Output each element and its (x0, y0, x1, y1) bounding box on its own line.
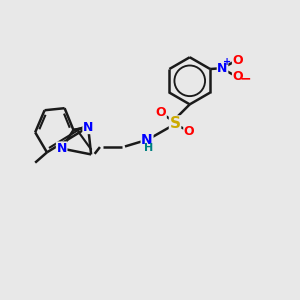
Text: S: S (169, 116, 181, 131)
Text: O: O (156, 106, 166, 119)
Text: O: O (232, 70, 243, 83)
Text: O: O (184, 125, 194, 138)
Text: N: N (83, 121, 93, 134)
Text: −: − (239, 71, 251, 85)
Text: N: N (217, 62, 228, 75)
Text: N: N (141, 133, 153, 147)
Text: H: H (144, 143, 153, 153)
Text: N: N (56, 142, 67, 155)
Text: O: O (232, 54, 243, 67)
Text: +: + (223, 57, 231, 67)
